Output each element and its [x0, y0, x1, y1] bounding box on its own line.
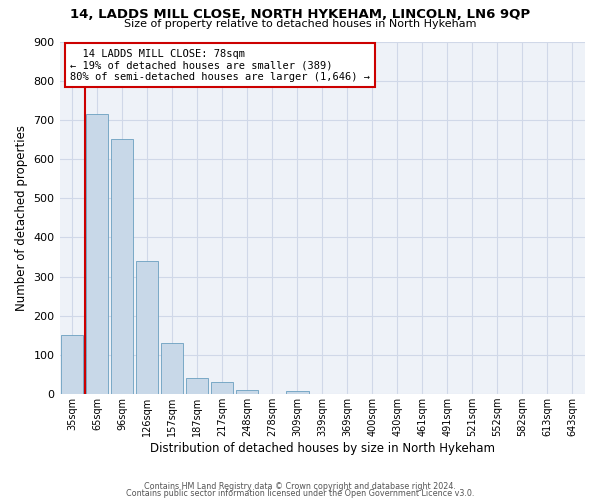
Bar: [186, 378, 208, 394]
Y-axis label: Number of detached properties: Number of detached properties: [15, 125, 28, 311]
Bar: [111, 139, 133, 394]
Text: Size of property relative to detached houses in North Hykeham: Size of property relative to detached ho…: [124, 19, 476, 29]
Bar: [161, 343, 184, 394]
Bar: [136, 261, 158, 394]
Bar: [211, 382, 233, 394]
Text: Contains public sector information licensed under the Open Government Licence v3: Contains public sector information licen…: [126, 490, 474, 498]
Text: 14, LADDS MILL CLOSE, NORTH HYKEHAM, LINCOLN, LN6 9QP: 14, LADDS MILL CLOSE, NORTH HYKEHAM, LIN…: [70, 8, 530, 20]
Text: Contains HM Land Registry data © Crown copyright and database right 2024.: Contains HM Land Registry data © Crown c…: [144, 482, 456, 491]
Text: 14 LADDS MILL CLOSE: 78sqm
← 19% of detached houses are smaller (389)
80% of sem: 14 LADDS MILL CLOSE: 78sqm ← 19% of deta…: [70, 48, 370, 82]
Bar: [61, 334, 83, 394]
Bar: [236, 390, 259, 394]
X-axis label: Distribution of detached houses by size in North Hykeham: Distribution of detached houses by size …: [150, 442, 495, 455]
Bar: [286, 391, 308, 394]
Bar: [86, 114, 109, 394]
